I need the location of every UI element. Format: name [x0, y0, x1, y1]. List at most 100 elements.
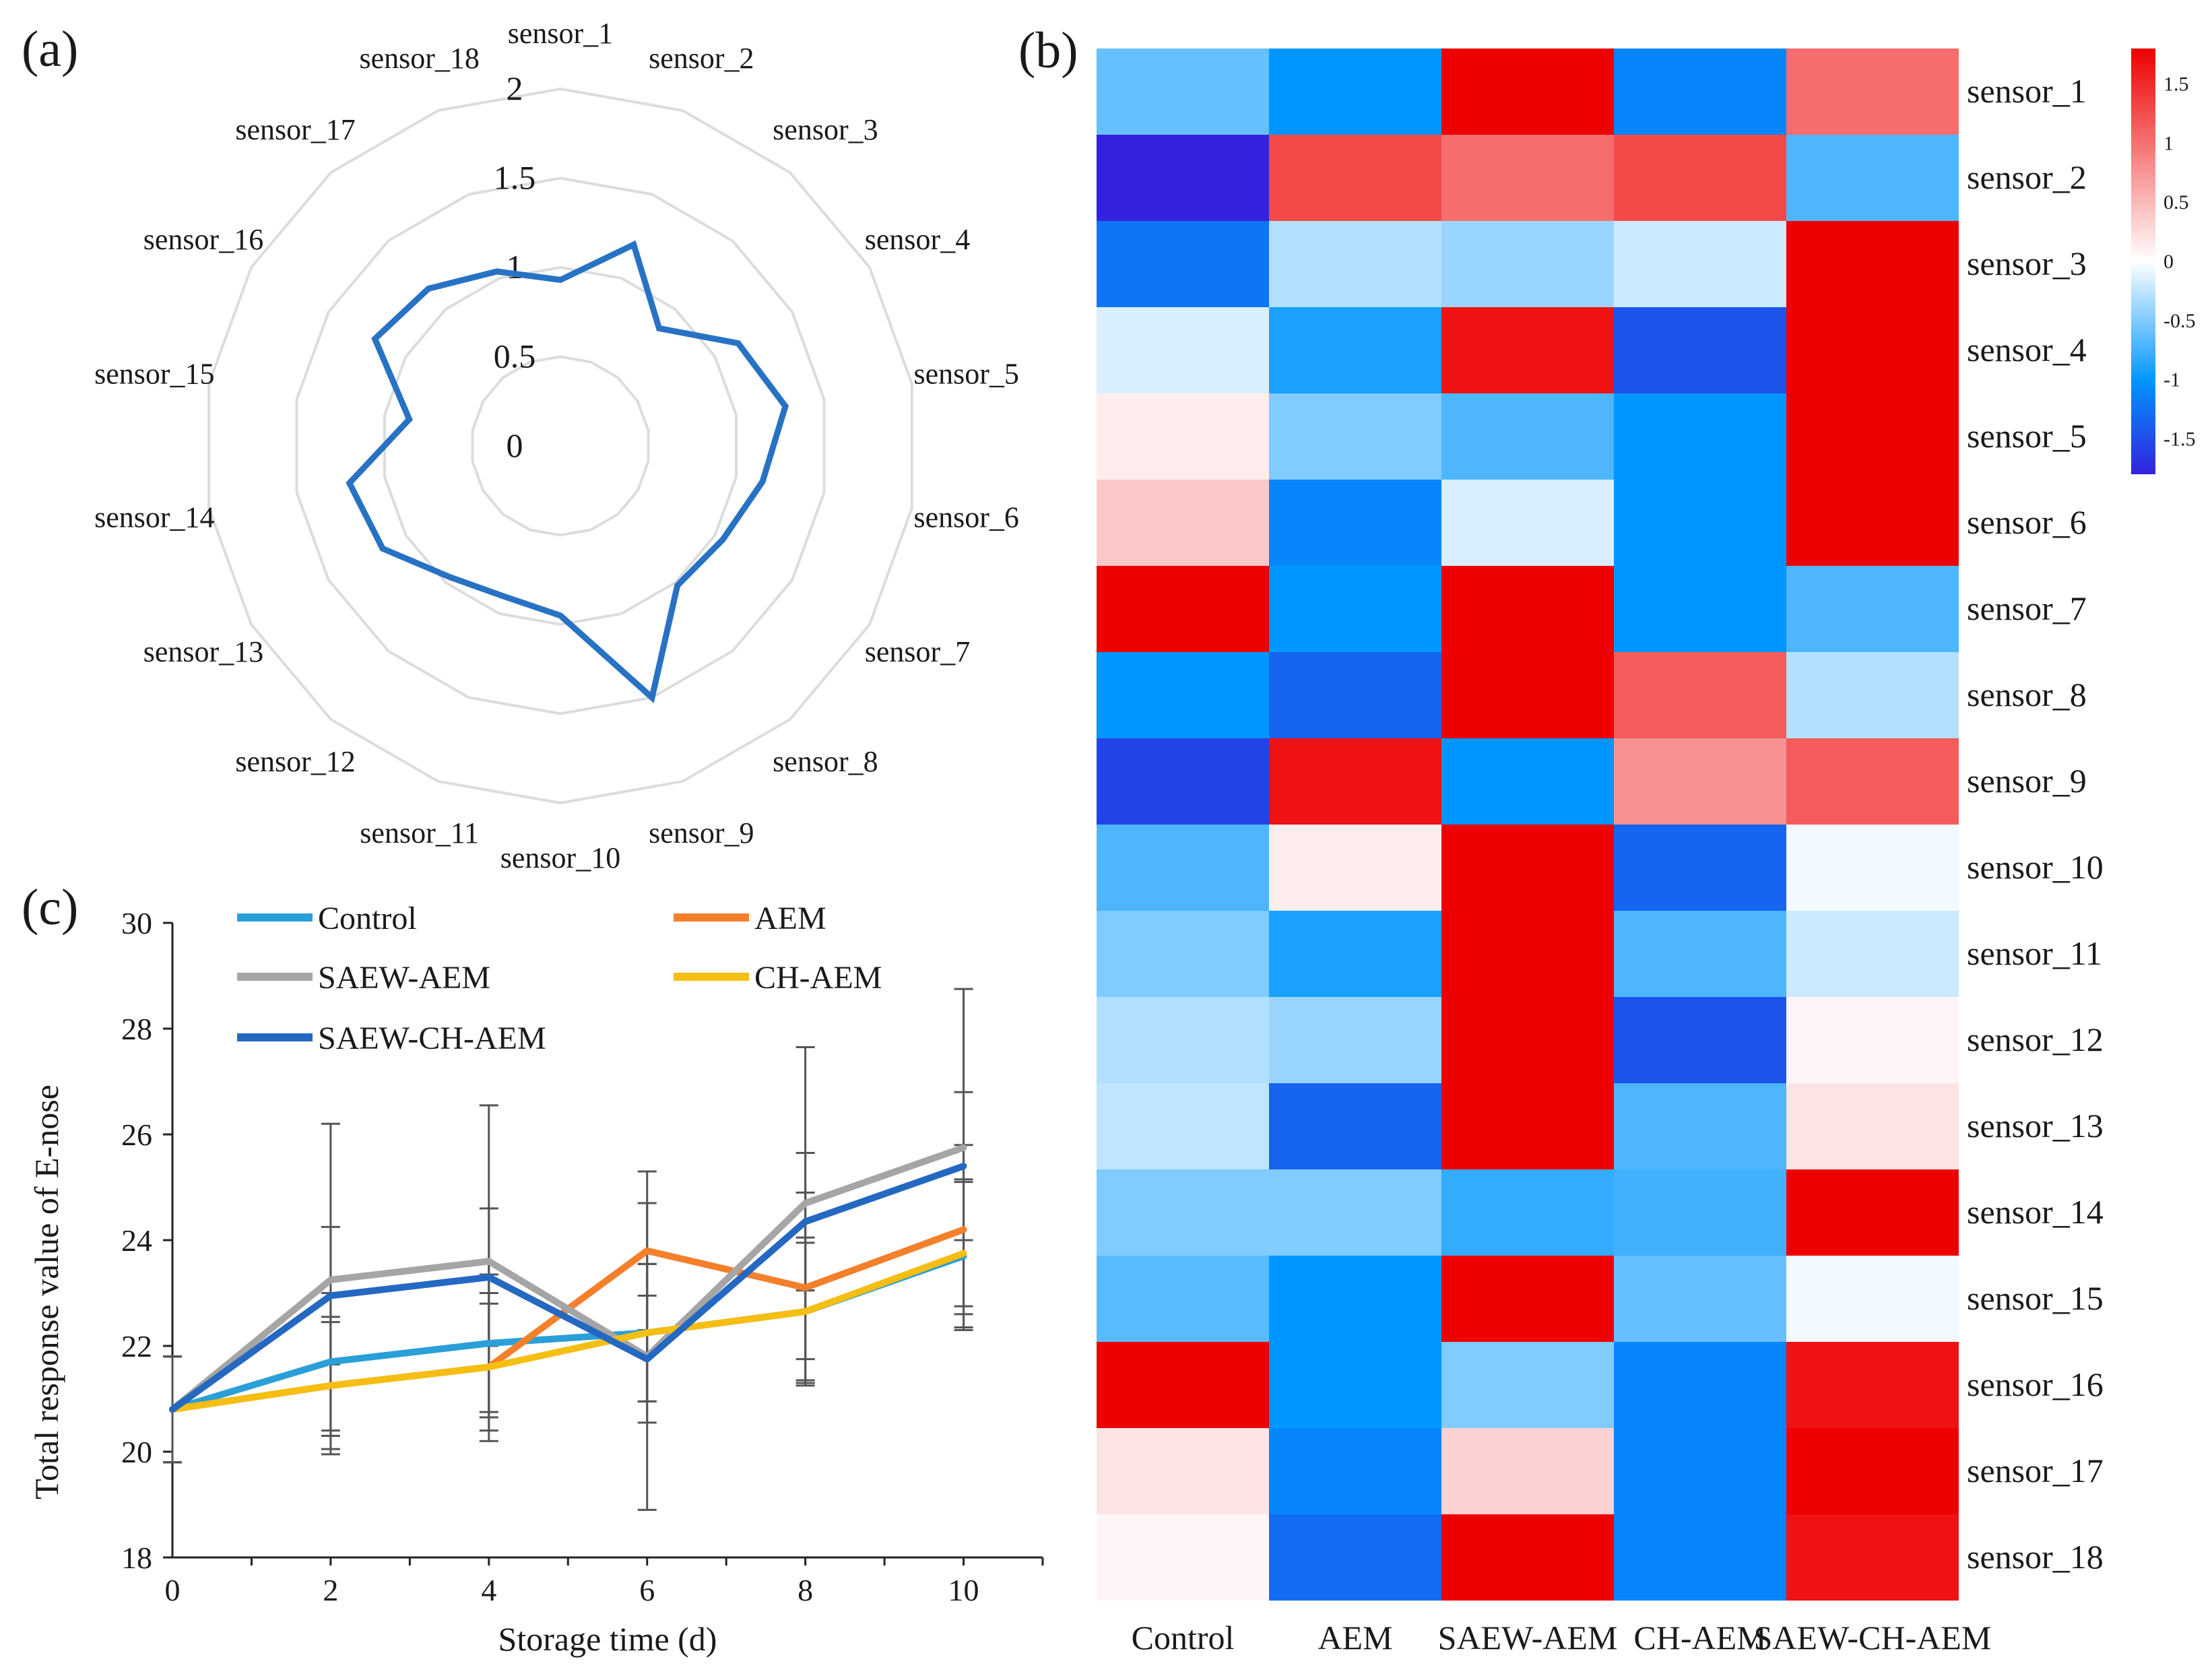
heatmap-cell: [1786, 135, 1959, 221]
x-axis-label: Storage time (d): [498, 1620, 717, 1658]
heatmap-column-label: SAEW-CH-AEM: [1754, 1619, 1992, 1656]
legend-label: CH-AEM: [754, 960, 882, 996]
heatmap-cell: [1614, 997, 1786, 1083]
heatmap-cell: [1441, 911, 1614, 997]
heatmap-row-label: sensor_12: [1967, 1021, 2104, 1058]
radar-tick-label: 0.5: [494, 337, 536, 375]
legend: Control AEM SAEW-AEM CH-AEM SAEW-CH-AEM: [237, 901, 882, 1056]
heatmap-cell: [1097, 480, 1269, 566]
heatmap-row-label: sensor_6: [1967, 503, 2087, 541]
heatmap-column-label: SAEW-AEM: [1438, 1619, 1618, 1656]
radar-category-label: sensor_17: [235, 113, 355, 146]
radar-point: [651, 697, 653, 699]
y-tick-label: 28: [121, 1012, 152, 1046]
radar-point: [632, 244, 635, 246]
heatmap-cell: [1441, 1514, 1614, 1601]
heatmap-row-label: sensor_3: [1967, 245, 2087, 282]
heatmap-cell: [1786, 1514, 1959, 1601]
heatmap-row-label: sensor_4: [1967, 331, 2087, 368]
radar-category-label: sensor_1: [508, 17, 613, 50]
heatmap-cell: [1441, 480, 1614, 566]
heatmap-cell: [1786, 738, 1959, 825]
legend-label: SAEW-CH-AEM: [318, 1021, 546, 1056]
radar-category-label: sensor_18: [359, 42, 479, 75]
heatmap-cell: [1097, 825, 1269, 911]
heatmap-cell: [1786, 480, 1959, 566]
colorbar: 1.5 1 0.5 0 -0.5 -1 -1.5: [2131, 49, 2196, 474]
y-tick-label: 24: [121, 1223, 152, 1258]
heatmap-chart: sensor_1 sensor_2 sensor_3 sensor_4 sensor_5…: [1097, 49, 2196, 1656]
heatmap-cell: [1441, 1083, 1614, 1169]
heatmap-cell: [1441, 393, 1614, 480]
heatmap-cell: [1097, 307, 1269, 393]
series-line: [169, 1144, 967, 1413]
heatmap-cell: [1786, 1169, 1959, 1256]
heatmap-cell: [1269, 1342, 1441, 1428]
radar-point: [382, 548, 384, 550]
radar-category-label: sensor_10: [500, 841, 620, 874]
heatmap-cell: [1269, 1514, 1441, 1601]
heatmap-cell: [1269, 738, 1441, 825]
heatmap-cell: [1441, 738, 1614, 825]
colorbar-tick-label: 1: [2164, 132, 2174, 154]
heatmap-cell: [1786, 997, 1959, 1083]
radar-tick-labels: 0 0.5 1 1.5 2: [494, 69, 536, 464]
colorbar-tick-label: -1: [2164, 369, 2180, 391]
radar-point: [785, 406, 786, 408]
radar-point: [560, 279, 561, 281]
heatmap-cell: [1786, 1342, 1959, 1428]
panel-label-b: (b): [1018, 22, 1078, 79]
colorbar-tick-label: 0.5: [2164, 191, 2189, 214]
y-tick-label: 20: [121, 1435, 152, 1469]
heatmap-cell: [1269, 49, 1441, 135]
heatmap-column-label: AEM: [1318, 1619, 1392, 1656]
heatmap-cell: [1614, 221, 1786, 307]
radar-category-label: sensor_14: [94, 501, 214, 534]
heatmap-cell: [1097, 566, 1269, 652]
heatmap-cell: [1614, 911, 1786, 997]
heatmap-row-label: sensor_14: [1967, 1193, 2104, 1231]
heatmap-cell: [1786, 1256, 1959, 1342]
series-line: [169, 1250, 967, 1413]
heatmap-cell: [1786, 49, 1959, 135]
y-tick-label: 30: [121, 906, 152, 940]
radar-grid-ring: [471, 355, 650, 537]
y-tick-label: 26: [121, 1118, 152, 1152]
radar-point: [496, 271, 498, 272]
radar-category-label: sensor_2: [649, 42, 754, 75]
radar-point: [505, 596, 507, 598]
colorbar-tick-label: 0: [2164, 251, 2174, 273]
heatmap-row-label: sensor_5: [1967, 417, 2087, 455]
radar-category-labels: sensor_1 sensor_2 sensor_3 sensor_4 sensor_5…: [94, 17, 1019, 874]
heatmap-cell: [1441, 1256, 1614, 1342]
heatmap-cell: [1097, 1083, 1269, 1169]
colorbar-tick-label: 1.5: [2164, 73, 2189, 96]
line-series: [169, 1144, 967, 1413]
heatmap-row-label: sensor_18: [1967, 1538, 2104, 1576]
heatmap-cell: [1269, 566, 1441, 652]
heatmap-cell: [1269, 1428, 1441, 1514]
panel-label-c: (c): [22, 879, 78, 936]
legend-label: Control: [318, 901, 417, 936]
heatmap-cell: [1614, 1514, 1786, 1601]
radar-category-label: sensor_3: [773, 113, 878, 146]
heatmap-cell: [1269, 1169, 1441, 1256]
x-tick-label: 2: [323, 1573, 338, 1607]
heatmap-cell: [1614, 566, 1786, 652]
heatmap-row-label: sensor_1: [1967, 72, 2087, 110]
heatmap-cell: [1269, 393, 1441, 480]
series-line: [169, 1252, 967, 1413]
heatmap-cell: [1441, 997, 1614, 1083]
heatmap-cell: [1614, 1428, 1786, 1514]
radar-point: [676, 585, 678, 587]
heatmap-cell: [1269, 911, 1441, 997]
radar-chart: 00.511.52 sensor_1sensor_2sensor_3sensor…: [94, 17, 1019, 874]
radar-point: [408, 418, 410, 420]
radar-category-label: sensor_15: [94, 358, 214, 391]
heatmap-cell: [1097, 393, 1269, 480]
radar-category-label: sensor_12: [235, 745, 355, 778]
radar-category-label: sensor_6: [913, 501, 1018, 534]
heatmap-cell: [1786, 911, 1959, 997]
